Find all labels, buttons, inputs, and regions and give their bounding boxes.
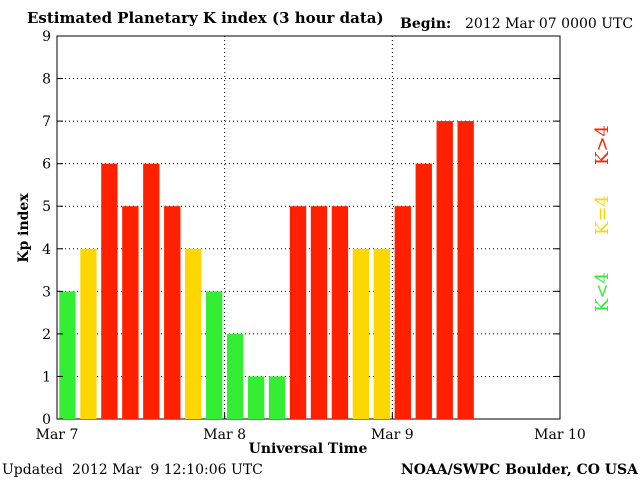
kp-bar — [457, 121, 474, 419]
begin-label: Begin: — [400, 16, 451, 32]
updated-value: 2012 Mar 9 12:10:06 UTC — [72, 462, 263, 478]
kp-bar — [373, 248, 391, 419]
y-axis-ticks: 0 1 2 3 4 5 6 7 8 9 — [42, 29, 560, 428]
chart-title: Estimated Planetary K index (3 hour data… — [27, 9, 384, 27]
kp-bar — [415, 163, 432, 419]
y-tick-label: 1 — [42, 369, 51, 385]
kp-bar — [352, 248, 370, 419]
kp-bar — [101, 163, 118, 419]
source-credit: NOAA/SWPC Boulder, CO USA — [401, 462, 639, 478]
legend-green: K<4 — [592, 272, 613, 312]
begin-value: 2012 Mar 07 0000 UTC — [465, 16, 633, 32]
y-tick-label: 6 — [42, 157, 51, 173]
x-axis-label: Universal Time — [249, 441, 368, 457]
plot-area — [56, 35, 561, 420]
kp-bar — [247, 376, 265, 419]
x-tick-label: Mar 10 — [534, 427, 586, 443]
kp-bar — [164, 206, 181, 419]
y-tick-label: 9 — [42, 29, 51, 45]
y-tick-label: 4 — [42, 242, 51, 258]
kp-bar — [185, 248, 202, 419]
x-tick-label: Mar 8 — [203, 427, 246, 443]
kp-bar — [206, 291, 223, 419]
kp-bar — [59, 291, 76, 419]
kp-bar — [310, 206, 328, 419]
kp-bar — [436, 121, 453, 419]
legend-red: K>4 — [592, 125, 613, 165]
y-tick-label: 5 — [42, 199, 51, 215]
y-tick-label: 2 — [42, 327, 51, 343]
kp-bar — [289, 206, 307, 419]
kp-bar — [268, 376, 286, 419]
x-tick-label: Mar 7 — [36, 427, 79, 443]
x-axis-ticks: Mar 7 Mar 8 Mar 9 Mar 10 — [36, 413, 586, 443]
kp-bar — [331, 206, 349, 419]
x-tick-label: Mar 9 — [371, 427, 414, 443]
y-axis-label: Kp index — [16, 193, 32, 263]
legend-yellow: K=4 — [592, 195, 613, 235]
kp-bar — [226, 333, 244, 419]
y-tick-label: 7 — [42, 114, 51, 130]
y-tick-label: 8 — [42, 72, 51, 88]
kp-bar — [143, 163, 160, 419]
kp-bar — [394, 206, 411, 419]
bars — [59, 121, 474, 419]
kp-bar — [80, 248, 97, 419]
updated-label: Updated — [2, 462, 63, 478]
y-tick-label: 0 — [42, 412, 51, 428]
kp-bar — [122, 206, 139, 419]
y-tick-label: 3 — [42, 284, 51, 300]
